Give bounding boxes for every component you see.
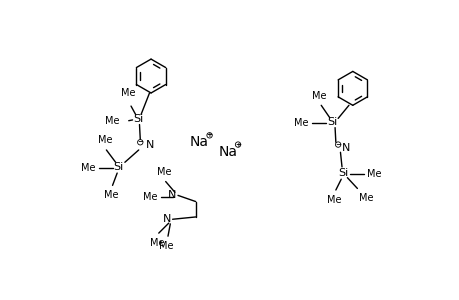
Text: Me: Me: [157, 167, 171, 177]
Text: Me: Me: [121, 88, 136, 98]
Text: +: +: [206, 132, 212, 138]
Text: −: −: [137, 139, 143, 145]
Text: N: N: [341, 143, 350, 153]
Text: Me: Me: [105, 116, 119, 126]
Text: Me: Me: [366, 169, 381, 179]
Text: N: N: [146, 140, 154, 150]
Text: −: −: [335, 142, 341, 148]
Text: Me: Me: [104, 190, 118, 200]
Text: Si: Si: [338, 168, 348, 178]
Text: Si: Si: [113, 162, 123, 172]
Text: Me: Me: [97, 135, 112, 145]
Text: Na: Na: [218, 145, 237, 158]
Text: N: N: [162, 214, 171, 224]
Text: Me: Me: [326, 195, 341, 205]
Text: Me: Me: [294, 118, 308, 128]
Text: +: +: [235, 142, 241, 148]
Text: Na: Na: [190, 135, 208, 149]
Text: Si: Si: [326, 117, 336, 127]
Text: N: N: [168, 190, 176, 200]
Text: Me: Me: [81, 163, 95, 173]
Text: Me: Me: [312, 91, 326, 101]
Text: Me: Me: [358, 193, 373, 203]
Text: Me: Me: [150, 238, 164, 248]
Text: Si: Si: [133, 114, 143, 124]
Text: Me: Me: [159, 241, 174, 251]
Text: Me: Me: [143, 192, 157, 202]
